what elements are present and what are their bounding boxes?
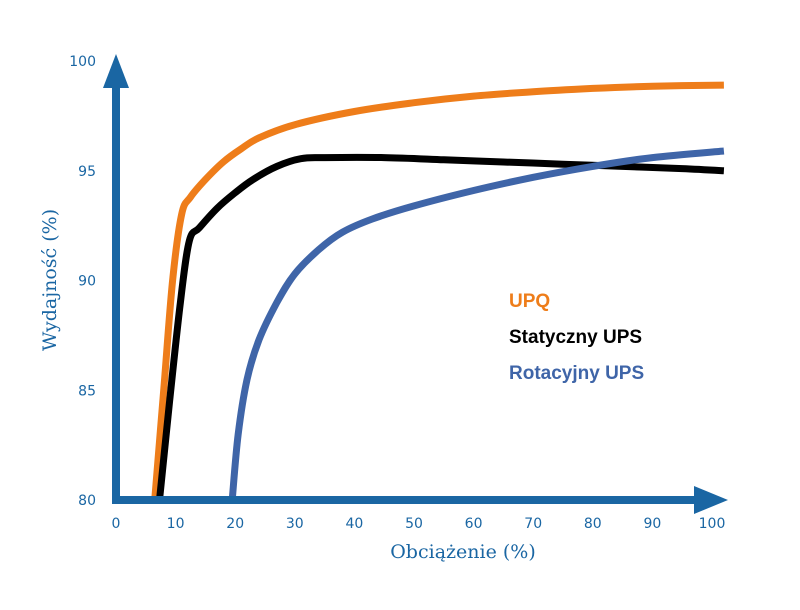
y-axis-arrowhead xyxy=(103,54,129,88)
x-tick-label: 10 xyxy=(167,516,185,532)
y-axis-line xyxy=(112,84,120,504)
x-tick-label: 40 xyxy=(345,516,363,532)
x-tick-label: 50 xyxy=(405,516,423,532)
legend: UPQ Statyczny UPS Rotacyjny UPS xyxy=(509,291,644,384)
tick-layer: 0 10 20 30 40 50 60 70 80 90 100 80 85 90 95 100 xyxy=(69,54,725,532)
y-axis-title: Wydajność (%) xyxy=(39,209,61,351)
y-tick-label: 85 xyxy=(78,383,96,399)
x-axis-line xyxy=(112,496,712,504)
x-tick-label: 0 xyxy=(112,516,121,532)
x-tick-label: 30 xyxy=(286,516,304,532)
series-line-0 xyxy=(151,81,724,501)
x-tick-label: 90 xyxy=(643,516,661,532)
x-tick-label: 20 xyxy=(226,516,244,532)
x-tick-label: 80 xyxy=(584,516,602,532)
y-tick-label: 100 xyxy=(69,54,96,70)
y-tick-label: 95 xyxy=(78,164,96,180)
series-line-1 xyxy=(156,153,725,501)
series-layer xyxy=(151,81,725,501)
legend-item-1: Statyczny UPS xyxy=(509,327,642,348)
x-axis-title: Obciążenie (%) xyxy=(390,541,536,563)
series-line-2 xyxy=(228,147,725,501)
x-axis-arrowhead xyxy=(694,486,728,514)
legend-item-0: UPQ xyxy=(509,291,550,312)
x-tick-label: 100 xyxy=(699,516,726,532)
y-tick-label: 80 xyxy=(78,493,96,509)
x-tick-label: 60 xyxy=(465,516,483,532)
x-tick-label: 70 xyxy=(524,516,542,532)
y-tick-label: 90 xyxy=(78,274,96,290)
legend-item-2: Rotacyjny UPS xyxy=(509,363,644,384)
